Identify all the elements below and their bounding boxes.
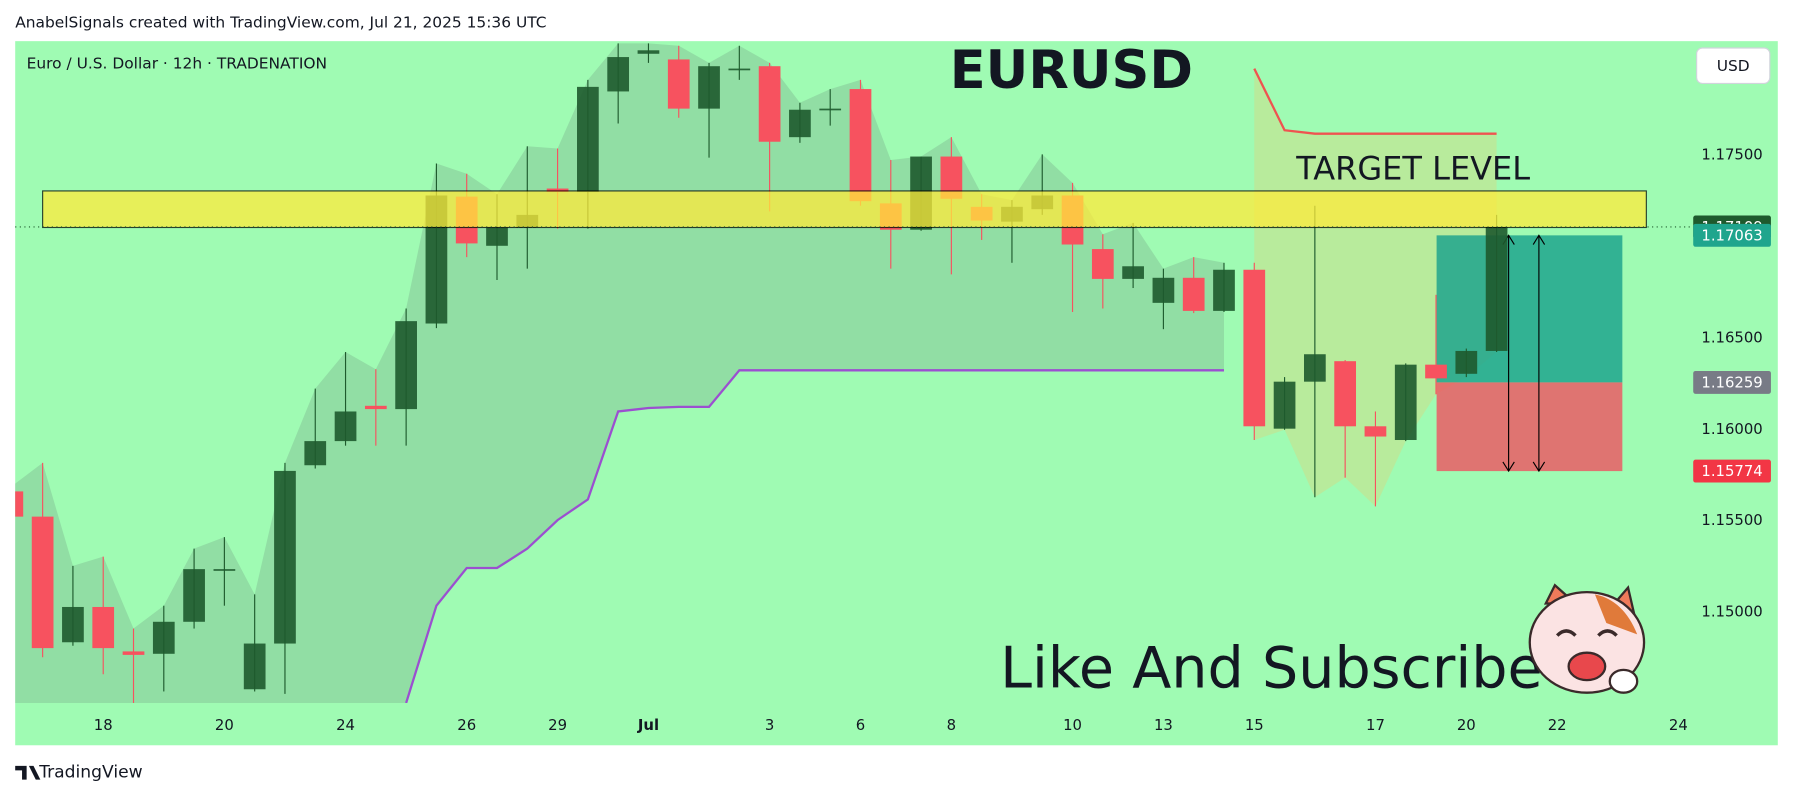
arrowhead [1532, 234, 1546, 245]
candle-body [667, 59, 690, 109]
candle-body [1425, 364, 1447, 379]
x-tick-label: 13 [1154, 716, 1173, 734]
x-tick-label: 18 [94, 716, 113, 734]
candle-body [395, 321, 417, 410]
x-tick-label: 8 [947, 716, 956, 734]
candle-body [1122, 266, 1144, 279]
x-tick-label: 22 [1548, 716, 1567, 734]
x-tick-label: 26 [457, 716, 476, 734]
candle-body [486, 227, 508, 246]
loss-zone [1436, 382, 1623, 472]
arrowhead [1502, 461, 1515, 473]
candle-body [1304, 354, 1326, 382]
candle-body [1485, 226, 1508, 351]
x-tick-label: 15 [1245, 716, 1264, 734]
header-text: AnabelSignals created with TradingView.c… [15, 13, 546, 31]
x-tick-label: 6 [856, 716, 865, 734]
candle-body [1091, 249, 1114, 279]
candle-body [243, 643, 266, 690]
candle-body [789, 109, 811, 138]
y-tick-label: 1.16000 [1701, 420, 1762, 438]
candle-body [698, 66, 720, 109]
candle-body [1243, 269, 1266, 427]
legend-text: Euro / U.S. Dollar · 12h · TRADENATION [27, 55, 327, 73]
indicator-line [405, 369, 1224, 703]
chart-title: EURUSD [950, 40, 1193, 101]
candle-body [607, 57, 630, 92]
arrowhead [1532, 461, 1546, 473]
price-label: 1.15774 [1701, 462, 1762, 480]
candle-body [728, 68, 751, 71]
brand-logo [15, 765, 41, 780]
candle-body [849, 89, 872, 202]
candle-body [1182, 277, 1205, 311]
candle-body [152, 621, 175, 654]
candle-body [1213, 269, 1235, 311]
target-zone [42, 190, 1647, 229]
currency-button[interactable] [1696, 47, 1771, 85]
candle-body [1394, 364, 1417, 441]
brand-text: TradingView [38, 763, 142, 783]
annotation: Like And Subscribe [1000, 636, 1543, 702]
candle-body [577, 86, 599, 193]
plot-area [15, 43, 1647, 703]
candle-body [92, 606, 115, 649]
annotation: TARGET LEVEL [1295, 149, 1530, 187]
price-label: 1.16259 [1701, 374, 1762, 392]
y-tick-label: 1.16500 [1701, 328, 1762, 346]
candle-body [546, 188, 569, 193]
candle-body [940, 156, 963, 199]
candle-body [1455, 350, 1478, 374]
overlay: 1.150001.155001.160001.165001.175001.171… [15, 145, 1771, 734]
candle-body [1334, 361, 1357, 427]
candle-body [1364, 426, 1387, 437]
candle-body [334, 411, 357, 442]
candle-body [31, 516, 54, 649]
candle-body [15, 491, 24, 517]
x-tick-label: 20 [215, 716, 234, 734]
x-tick-label: 24 [1669, 716, 1688, 734]
price-label: 1.17063 [1701, 227, 1762, 245]
cat-emoji [1528, 583, 1646, 694]
x-tick-label: 29 [548, 716, 567, 734]
x-tick-label: 24 [336, 716, 355, 734]
candle-body [122, 651, 145, 655]
indicator-line [1253, 68, 1497, 135]
price-label-box [1693, 223, 1771, 247]
candle-body [183, 569, 205, 622]
y-tick-label: 1.15500 [1701, 511, 1762, 529]
candle-body [758, 66, 781, 142]
price-label-box [1693, 370, 1771, 394]
y-tick-label: 1.17500 [1701, 145, 1762, 163]
x-tick-label: 3 [765, 716, 774, 734]
price-label-box [1693, 459, 1771, 483]
candle-body [1273, 381, 1296, 429]
candle-body [274, 470, 296, 644]
candle-body [364, 405, 387, 410]
candle-body [819, 108, 842, 111]
x-tick-label: 20 [1457, 716, 1476, 734]
x-tick-label: 17 [1366, 716, 1385, 734]
candle-body [62, 606, 84, 643]
candle-body [213, 569, 236, 571]
x-tick-label: 10 [1063, 716, 1082, 734]
candle-body [637, 50, 660, 54]
y-tick-label: 1.15000 [1701, 603, 1762, 621]
candle-body [304, 441, 327, 466]
candle-body [1152, 277, 1175, 303]
currency-label[interactable]: USD [1717, 57, 1750, 75]
x-tick-label: Jul [637, 716, 659, 734]
